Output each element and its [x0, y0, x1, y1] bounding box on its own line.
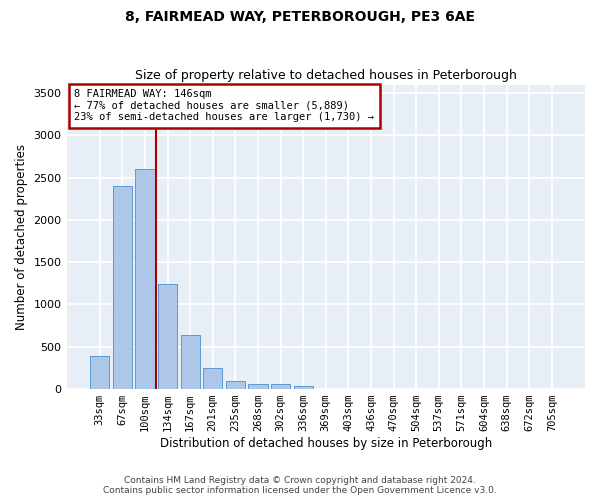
- Text: 8, FAIRMEAD WAY, PETERBOROUGH, PE3 6AE: 8, FAIRMEAD WAY, PETERBOROUGH, PE3 6AE: [125, 10, 475, 24]
- Text: 8 FAIRMEAD WAY: 146sqm
← 77% of detached houses are smaller (5,889)
23% of semi-: 8 FAIRMEAD WAY: 146sqm ← 77% of detached…: [74, 89, 374, 122]
- Bar: [158, 284, 177, 389]
- Bar: [226, 381, 245, 389]
- Bar: [113, 186, 132, 389]
- Bar: [271, 384, 290, 389]
- Bar: [203, 368, 223, 389]
- Y-axis label: Number of detached properties: Number of detached properties: [15, 144, 28, 330]
- Bar: [90, 356, 109, 389]
- Title: Size of property relative to detached houses in Peterborough: Size of property relative to detached ho…: [135, 69, 517, 82]
- Bar: [293, 386, 313, 389]
- Bar: [248, 384, 268, 389]
- Bar: [136, 169, 155, 389]
- X-axis label: Distribution of detached houses by size in Peterborough: Distribution of detached houses by size …: [160, 437, 492, 450]
- Bar: [181, 335, 200, 389]
- Text: Contains HM Land Registry data © Crown copyright and database right 2024.
Contai: Contains HM Land Registry data © Crown c…: [103, 476, 497, 495]
